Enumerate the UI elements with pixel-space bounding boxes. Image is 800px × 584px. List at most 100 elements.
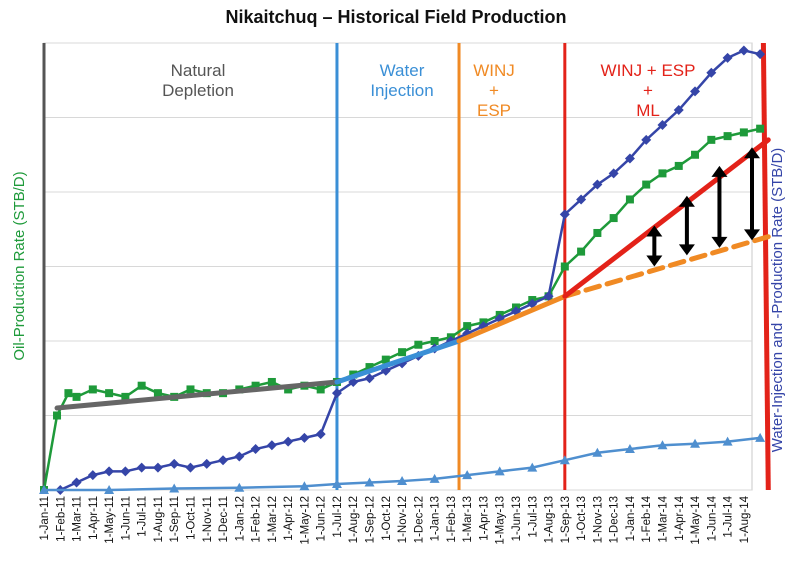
- oil-point: [398, 348, 407, 357]
- water_injection-point: [315, 429, 326, 440]
- water_injection-point: [104, 466, 115, 477]
- double-arrows: [646, 147, 760, 267]
- oil-point: [153, 389, 162, 398]
- oil-point: [365, 363, 374, 372]
- trend-line-2: [334, 338, 462, 385]
- double-arrow-head: [678, 244, 695, 256]
- x-tick-label: 1-Jul-13: [527, 496, 539, 538]
- oil-point: [121, 392, 130, 401]
- trend-line-1: [54, 379, 340, 411]
- water_injection-point: [738, 45, 749, 56]
- phase-label-2: Water Injection: [370, 61, 433, 100]
- oil-point: [609, 214, 618, 223]
- oil-line: [42, 127, 761, 491]
- x-tick-label: 1-Jun-11: [120, 496, 132, 541]
- oil-point: [707, 135, 716, 144]
- water_injection-point: [234, 451, 245, 462]
- water_injection-point: [152, 462, 163, 473]
- oil-point: [756, 124, 765, 133]
- phase-label-3: WINJ + ESP: [473, 61, 515, 120]
- oil-point: [625, 195, 634, 204]
- x-tick-label: 1-May-13: [495, 496, 507, 545]
- x-tick-label: 1-Mar-13: [462, 496, 474, 543]
- x-tick-label: 1-Sep-12: [365, 496, 377, 543]
- double-arrow-head: [744, 147, 760, 159]
- water_injection-point: [185, 462, 196, 473]
- water_production-point: [755, 432, 766, 442]
- oil-point: [137, 381, 146, 390]
- water_production-point: [494, 466, 505, 476]
- x-tick-label: 1-Apr-11: [88, 496, 100, 540]
- water_production-point: [592, 447, 603, 457]
- trend-line-5: [562, 137, 771, 299]
- water_injection-point: [608, 168, 619, 179]
- water_injection-point: [299, 432, 310, 443]
- x-tick-label: 1-Jan-12: [234, 496, 246, 541]
- oil-point: [430, 337, 439, 345]
- water_injection-point: [266, 440, 277, 451]
- water_production-point: [397, 476, 408, 486]
- water_injection-point: [657, 119, 668, 130]
- x-tick-label: 1-Feb-13: [446, 496, 458, 543]
- x-tick-label: 1-May-11: [104, 496, 116, 544]
- water_production-point: [559, 455, 570, 465]
- x-tick-label: 1-Apr-14: [674, 495, 686, 540]
- phase-labels: Natural Depletion Water Injection WINJ + ESP WI…: [162, 61, 695, 120]
- x-tick-label: 1-Mar-14: [657, 495, 669, 542]
- phase-label-1: Natural Depletion: [162, 61, 234, 100]
- x-tick-label: 1-Jan-14: [625, 495, 637, 541]
- double-arrow-head: [711, 165, 728, 177]
- water_production-point: [331, 479, 342, 489]
- chart-title: Nikaitchuq – Historical Field Production: [225, 7, 566, 27]
- x-tick-label: 1-Aug-12: [348, 496, 360, 543]
- x-tick-label: 1-Aug-11: [153, 496, 165, 542]
- x-tick-label: 1-Nov-13: [592, 496, 604, 543]
- x-tick-label: 1-Oct-11: [185, 496, 197, 540]
- x-tick-label: 1-Jul-11: [137, 496, 149, 537]
- water_production-point: [624, 444, 635, 454]
- trend-lines: [54, 137, 771, 411]
- double-arrow-head: [744, 229, 760, 241]
- water_injection-point: [120, 466, 131, 477]
- x-tick-label: 1-Mar-11: [72, 496, 84, 542]
- water_injection-point: [706, 67, 717, 78]
- x-tick-label: 1-Aug-13: [544, 496, 556, 543]
- phase-label-4: WINJ + ESP + ML: [601, 61, 696, 120]
- trend-line-4: [562, 234, 771, 299]
- water_production-point: [299, 481, 310, 491]
- oil-point: [316, 385, 325, 394]
- x-tick-label: 1-Jun-13: [511, 496, 523, 541]
- x-tick-label: 1-Feb-14: [641, 495, 653, 542]
- phase-divider-end: [760, 42, 771, 491]
- trend-line-3: [456, 293, 568, 344]
- water_injection-point: [364, 373, 375, 384]
- water_production-point: [657, 440, 668, 450]
- x-tick-label: 1-May-14: [690, 495, 702, 544]
- water_injection-point: [755, 49, 766, 60]
- oil-point: [186, 385, 195, 394]
- x-tick-label: 1-Apr-12: [283, 496, 295, 541]
- water_injection-point: [527, 298, 538, 309]
- x-tick-label: 1-Dec-12: [413, 496, 425, 543]
- double-arrow-head: [711, 236, 728, 248]
- x-tick-label: 1-Dec-13: [609, 496, 621, 543]
- water_injection-point: [641, 134, 652, 145]
- oil-point: [414, 340, 423, 349]
- x-tick-label: 1-Oct-12: [381, 496, 393, 541]
- x-tick-label: 1-Nov-11: [202, 496, 214, 542]
- water_production-point: [429, 473, 440, 483]
- oil-point: [739, 128, 748, 137]
- water_injection-point: [624, 153, 635, 164]
- water_production-point: [364, 477, 375, 487]
- oil-point: [577, 247, 586, 256]
- oil-point: [658, 169, 667, 178]
- oil-point: [381, 355, 390, 364]
- water_injection-point: [722, 52, 733, 63]
- double-arrow-head: [646, 255, 663, 267]
- water_production-point: [169, 483, 180, 493]
- x-tick-label: 1-Jul-14: [723, 495, 735, 537]
- x-tick-label: 1-Jun-14: [706, 495, 718, 541]
- oil-point: [267, 377, 276, 386]
- water_injection-point: [136, 462, 147, 473]
